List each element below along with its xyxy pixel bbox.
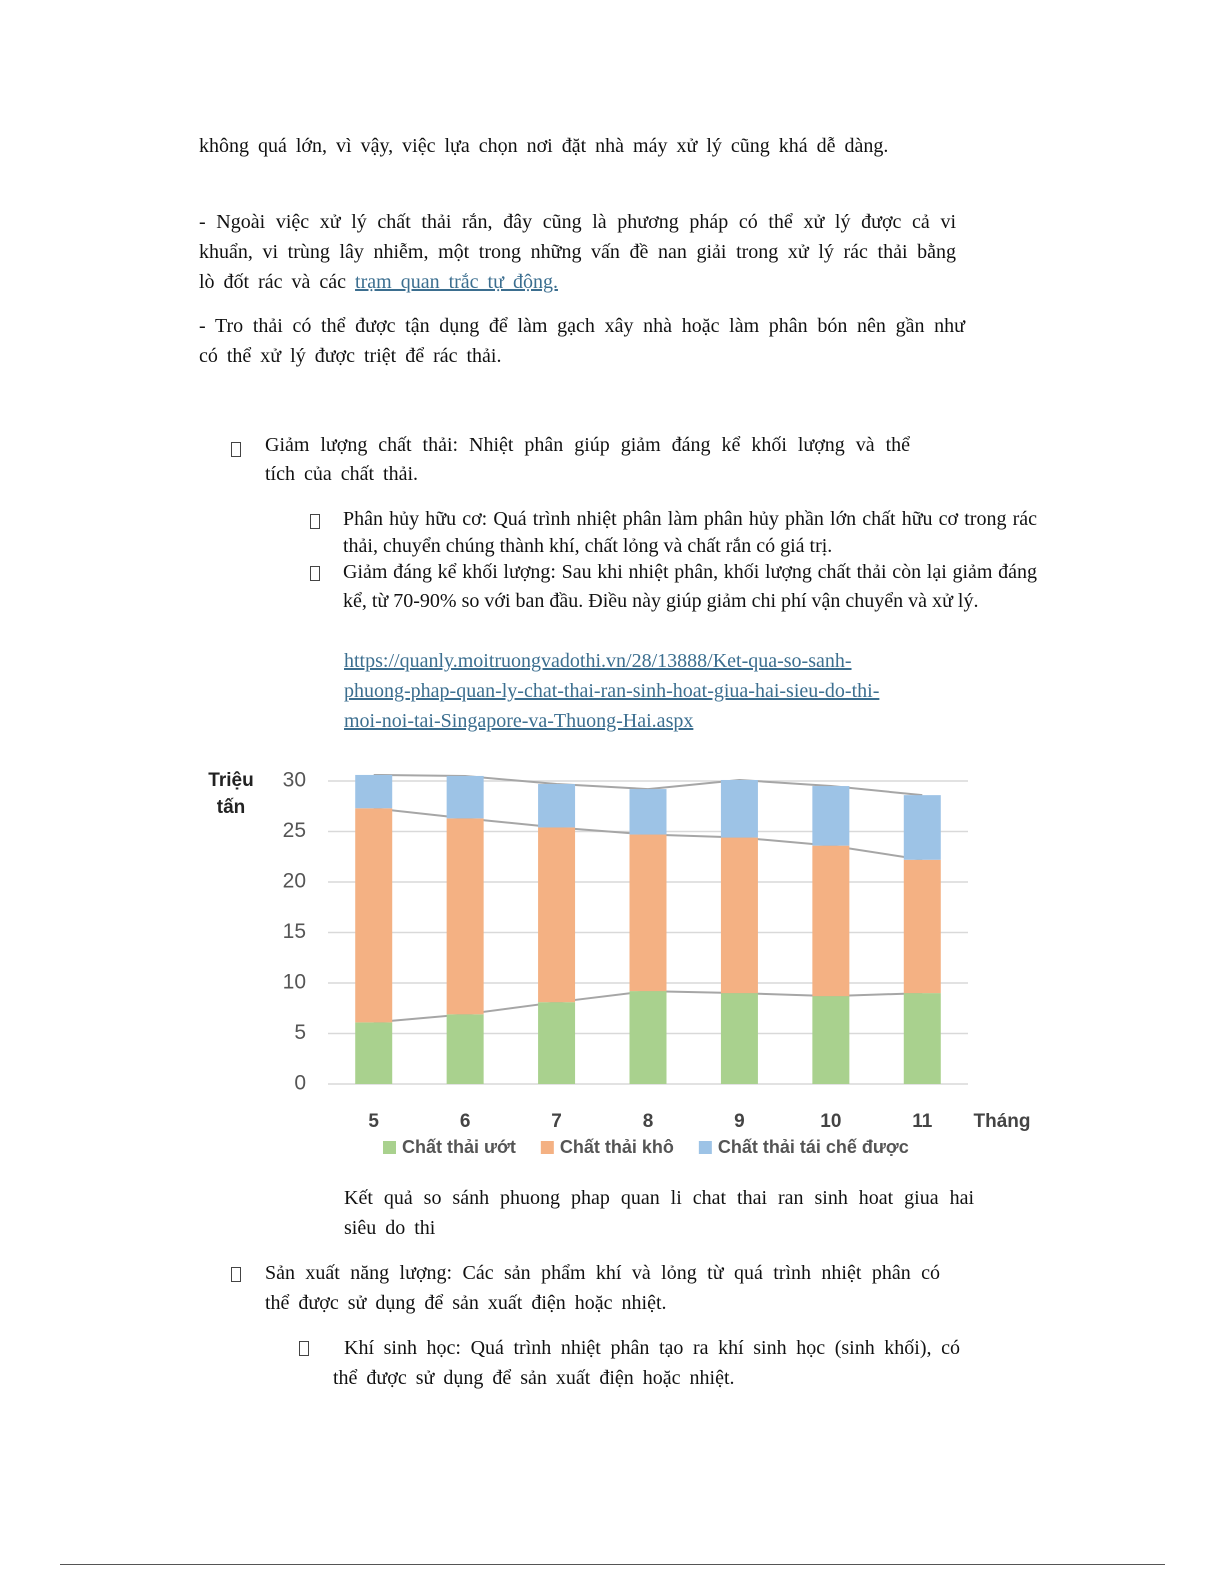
page-rule bbox=[60, 1564, 1165, 1565]
y-tick-label: 30 bbox=[283, 769, 306, 792]
list-item: Giảm lượng chất thải: Nhiệt phân giúp gi… bbox=[265, 434, 910, 485]
bar-segment bbox=[812, 996, 850, 1084]
bar-segment bbox=[355, 1022, 393, 1084]
x-axis-title: Tháng bbox=[974, 1111, 1031, 1132]
paragraph: - Tro thải có thể được tận dụng để làm g… bbox=[199, 315, 965, 367]
bar-segment bbox=[629, 991, 667, 1084]
x-tick-label: 11 bbox=[912, 1111, 933, 1132]
source-link[interactable]: https://quanly.moitruongvadothi.vn/28/13… bbox=[344, 650, 880, 732]
legend-swatch bbox=[698, 1141, 712, 1154]
bar-segment bbox=[355, 774, 393, 809]
bar-segment bbox=[446, 818, 484, 1015]
legend-label: Chất thải ướt bbox=[402, 1137, 516, 1157]
y-tick-label: 5 bbox=[294, 1021, 306, 1044]
bar-segment bbox=[812, 845, 850, 997]
bullet-icon bbox=[310, 566, 320, 581]
bar-segment bbox=[355, 808, 393, 1023]
x-tick-label: 5 bbox=[368, 1111, 379, 1132]
y-tick-label: 0 bbox=[294, 1072, 306, 1095]
figure-caption: Kết quả so sánh phuong phap quan li chat… bbox=[344, 1187, 974, 1239]
bar-segment bbox=[629, 834, 667, 992]
bar-segment bbox=[720, 779, 758, 838]
bullet-icon bbox=[299, 1341, 309, 1356]
paragraph: không quá lớn, vì vậy, việc lựa chọn nơi… bbox=[199, 135, 889, 157]
x-tick-label: 8 bbox=[643, 1111, 654, 1132]
bar-segment bbox=[903, 859, 941, 994]
paragraph-text: - Ngoài việc xử lý chất thải rắn, đây cũ… bbox=[199, 211, 956, 293]
bar-segment bbox=[720, 993, 758, 1084]
y-tick-label: 10 bbox=[283, 971, 306, 994]
bar-segment bbox=[720, 837, 758, 994]
list-item: Phân hủy hữu cơ: Quá trình nhiệt phân là… bbox=[343, 508, 1037, 557]
link[interactable]: trạm quan trắc tự động. bbox=[355, 271, 558, 293]
y-tick-label: 20 bbox=[283, 870, 306, 893]
legend-label: Chất thải tái chế được bbox=[718, 1137, 909, 1157]
x-tick-label: 10 bbox=[820, 1111, 841, 1132]
bar-segment bbox=[812, 786, 850, 846]
list-item: Giảm đáng kể khối lượng: Sau khi nhiệt p… bbox=[343, 561, 1037, 612]
bar-segment bbox=[446, 1014, 484, 1084]
x-tick-label: 9 bbox=[734, 1111, 745, 1132]
bar-segment bbox=[538, 1002, 576, 1084]
y-axis-title: Triệu tấn bbox=[208, 770, 254, 818]
legend-label: Chất thải khô bbox=[560, 1137, 674, 1157]
legend-swatch bbox=[540, 1141, 554, 1154]
bullet-icon bbox=[310, 514, 320, 529]
bullet-icon bbox=[231, 1267, 241, 1282]
paragraph: - Ngoài việc xử lý chất thải rắn, đây cũ… bbox=[199, 207, 956, 297]
bar-segment bbox=[903, 993, 941, 1084]
bullet-icon bbox=[231, 442, 241, 457]
bar-segment bbox=[538, 784, 576, 828]
bar-segment bbox=[446, 775, 484, 819]
list-item: Khí sinh học: Quá trình nhiệt phân tạo r… bbox=[333, 1337, 960, 1389]
bar-segment bbox=[903, 795, 941, 860]
legend-swatch bbox=[383, 1141, 396, 1154]
x-tick-label: 6 bbox=[460, 1111, 471, 1132]
bar-segment bbox=[629, 789, 667, 835]
bar-segment bbox=[538, 827, 576, 1003]
list-item: Sản xuất năng lượng: Các sản phẩm khí và… bbox=[265, 1262, 940, 1314]
x-tick-label: 7 bbox=[551, 1111, 562, 1132]
y-tick-label: 25 bbox=[283, 819, 306, 842]
y-tick-label: 15 bbox=[283, 920, 306, 943]
